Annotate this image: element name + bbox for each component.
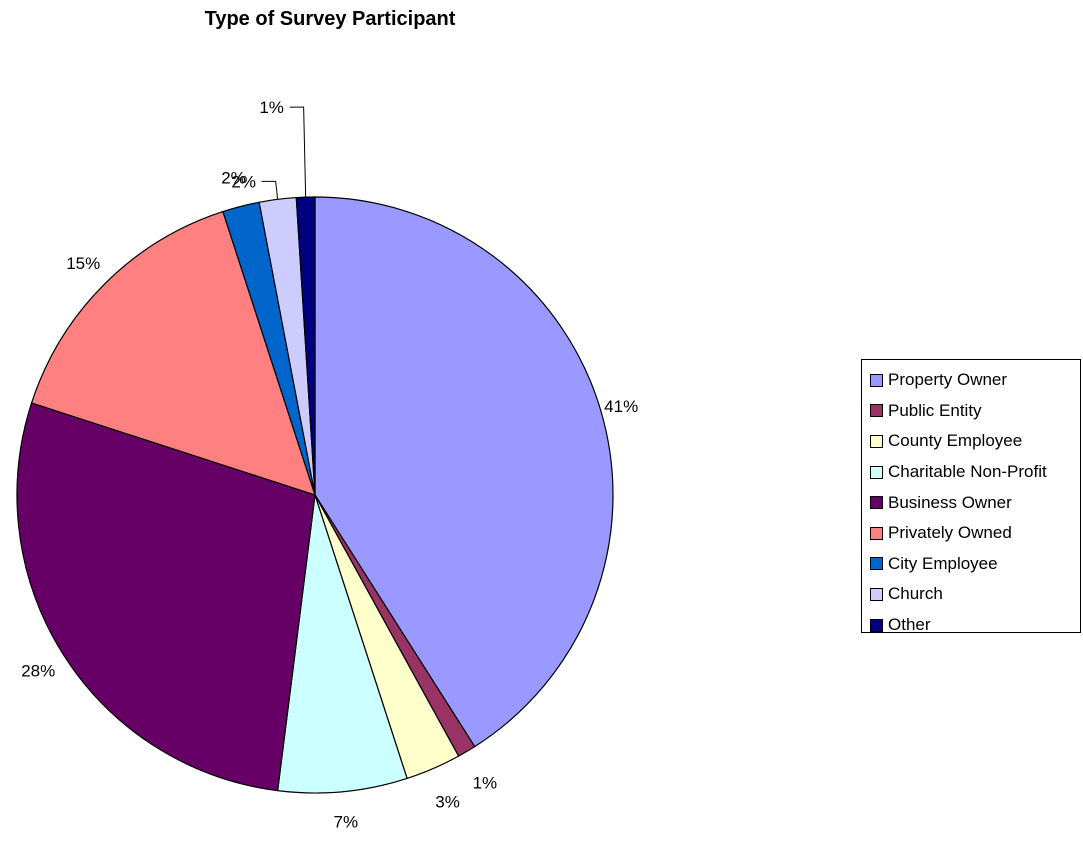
legend-swatch [870,587,883,601]
legend-swatch [870,465,883,479]
chart-title: Type of Survey Participant [204,8,456,30]
leader-line-church [261,180,279,200]
data-label-privately-owned: 15% [66,254,100,273]
data-label-other: 1% [259,98,284,117]
legend-item-other: Other [870,610,1080,641]
slice-charitable-non-profit [276,494,408,794]
legend-item-charitable-non-profit: Charitable Non-Profit [870,457,1080,488]
legend-item-public-entity: Public Entity [870,396,1080,427]
legend-swatch [870,618,883,632]
legend-label: Church [888,584,943,604]
data-label-business-owner: 28% [21,662,55,681]
legend-item-church: Church [870,579,1080,610]
legend-label: Business Owner [888,492,1012,512]
legend-swatch [870,373,883,387]
data-label-charitable-non-profit: 7% [334,812,359,831]
legend-label: Other [888,615,931,635]
legend-item-business-owner: Business Owner [870,487,1080,518]
slice-business-owner [16,402,316,792]
data-label-property-owner: 41% [604,397,638,416]
legend-label: County Employee [888,431,1023,451]
legend-item-city-employee: City Employee [870,549,1080,580]
legend: Property Owner Public Entity County Employ… [861,359,1081,634]
data-label-church: 2% [231,172,256,191]
legend-item-county-employee: County Employee [870,426,1080,457]
data-label-county-employee: 3% [435,792,460,811]
legend-label: City Employee [888,553,998,573]
legend-label: Charitable Non-Profit [888,462,1047,482]
legend-swatch [870,526,883,540]
legend-swatch [870,404,883,418]
data-label-city-employee: 2% [221,168,246,187]
leader-line-other [289,106,307,198]
legend-item-privately-owned: Privately Owned [870,518,1080,549]
legend-swatch [870,557,883,571]
legend-swatch [870,496,883,510]
legend-item-property-owner: Property Owner [870,365,1080,396]
legend-label: Property Owner [888,370,1008,390]
legend-label: Privately Owned [888,523,1012,543]
slice-privately-owned [30,210,316,496]
legend-swatch [870,434,883,448]
legend-label: Public Entity [888,400,982,420]
data-label-public-entity: 1% [473,773,498,792]
slice-property-owner [314,196,614,748]
